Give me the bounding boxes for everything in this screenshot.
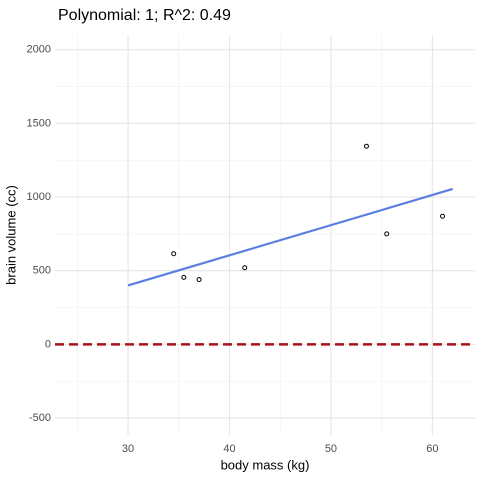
- data-point: [363, 143, 369, 149]
- data-point: [181, 274, 187, 280]
- data-point: [171, 251, 177, 257]
- data-point: [242, 265, 248, 271]
- chart-title: Polynomial: 1; R^2: 0.49: [58, 7, 231, 24]
- y-tick-label: 0: [45, 338, 51, 350]
- y-axis-label: brain volume (cc): [3, 185, 18, 285]
- y-tick-label: -500: [29, 412, 51, 424]
- data-point: [440, 213, 446, 219]
- data-point: [384, 231, 390, 237]
- data-point: [196, 277, 202, 283]
- y-tick-label: 1000: [27, 191, 51, 203]
- fit-line: [127, 187, 453, 287]
- y-tick-label: 500: [33, 265, 51, 277]
- y-tick-label: 2000: [27, 44, 51, 56]
- x-tick-label: 40: [223, 443, 235, 455]
- x-tick-label: 60: [426, 443, 438, 455]
- x-tick-label: 50: [325, 443, 337, 455]
- y-tick-label: 1500: [27, 117, 51, 129]
- x-tick-label: 30: [122, 443, 134, 455]
- x-axis-label: body mass (kg): [221, 457, 310, 472]
